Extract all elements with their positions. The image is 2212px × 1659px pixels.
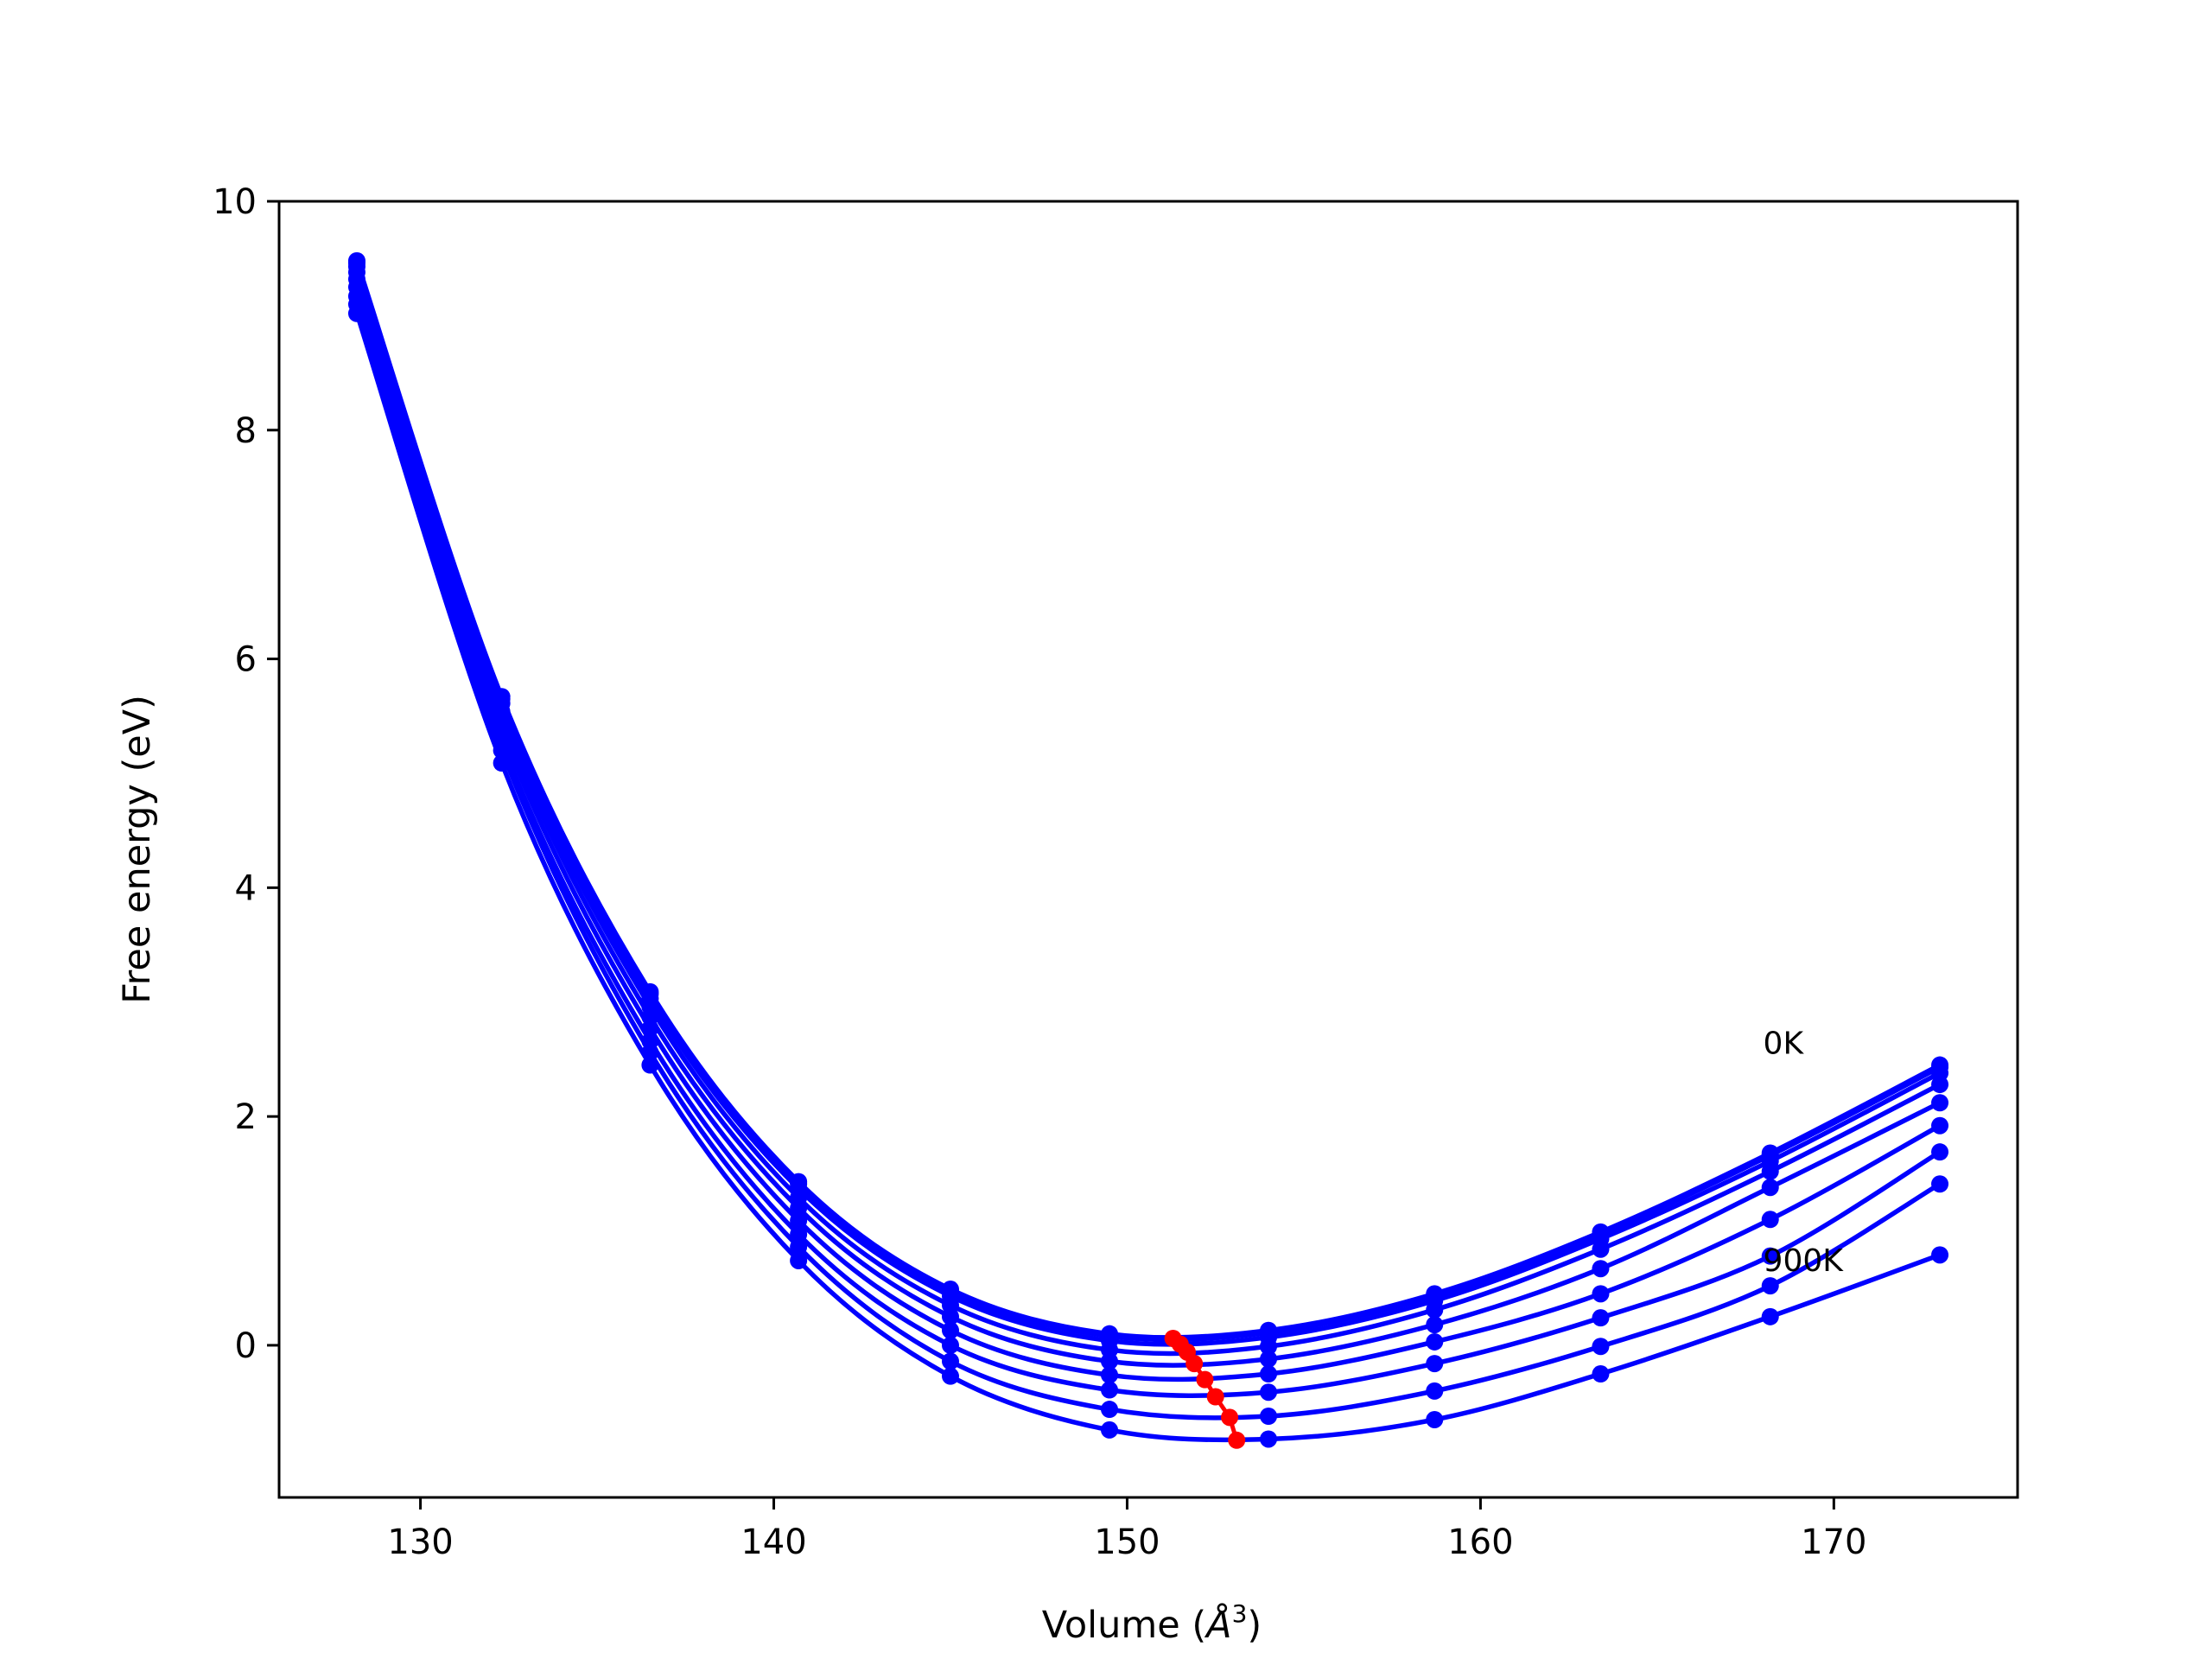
x-tick-label: 150 [1094,1522,1160,1562]
data-point [1260,1338,1278,1356]
data-point [1592,1365,1610,1383]
data-point [1931,1076,1949,1094]
series-4 [347,270,1949,1370]
y-tick-label: 10 [213,182,257,222]
data-point [1260,1365,1278,1383]
y-tick-label: 2 [235,1097,257,1137]
data-point [1931,1116,1949,1135]
data-point [1761,1247,1779,1265]
series-7 [347,296,1949,1426]
data-point [1761,1277,1779,1295]
series-line [354,259,1942,1340]
data-point [941,1367,959,1385]
data-point [790,1238,808,1256]
plot-frame [277,200,2019,1499]
data-point [941,1336,959,1354]
data-point [1931,1246,1949,1264]
data-point [1260,1383,1278,1402]
data-point [1426,1300,1444,1319]
series-0 [347,251,1949,1343]
data-point [1101,1352,1119,1370]
data-point [1101,1366,1119,1384]
data-point [790,1211,808,1230]
y-axis-ticks: 0 2 4 6 8 10 [213,182,279,1366]
data-point [790,1251,808,1269]
data-point [1101,1381,1119,1399]
x-tick-label: 170 [1801,1522,1866,1562]
data-point [1592,1240,1610,1258]
data-point [790,1199,808,1217]
minimum-point [1228,1431,1246,1449]
series-8 [347,304,1949,1448]
data-point [941,1352,959,1370]
data-point [1592,1285,1610,1303]
data-point [1592,1309,1610,1327]
data-point [347,304,365,322]
series-line [354,286,1942,1382]
data-point [1592,1260,1610,1278]
series-6 [347,287,1949,1402]
minimum-path [1164,1329,1246,1449]
data-point [1260,1408,1278,1426]
data-point [1260,1430,1278,1448]
data-point [1426,1316,1444,1334]
data-point [1426,1355,1444,1373]
y-axis-label: Free energy (eV) [116,695,159,1004]
data-point [1761,1307,1779,1325]
data-point [941,1321,959,1339]
series-line [354,265,1942,1347]
data-point [1101,1401,1119,1419]
data-point [790,1225,808,1243]
data-point [1260,1350,1278,1368]
x-tick-label: 160 [1447,1522,1513,1562]
minimum-point [1196,1370,1214,1389]
temperature-annotation: 0K [1764,1026,1805,1061]
y-tick-label: 8 [235,411,257,451]
data-point [1101,1421,1119,1439]
series-line [354,296,1942,1398]
data-point [941,1307,959,1325]
series-line [354,278,1942,1368]
data-point [1426,1382,1444,1400]
y-tick-label: 6 [235,640,257,680]
data-point [1931,1094,1949,1112]
data-point [1761,1179,1779,1197]
data-point [1931,1143,1949,1161]
series-line [354,271,1942,1357]
series-5 [347,278,1949,1384]
series-3 [347,264,1949,1359]
annotations: 0K 900K [1764,1026,1845,1279]
series-line [354,262,1942,1343]
temperature-annotation: 900K [1764,1243,1845,1279]
data-point [1426,1332,1444,1351]
data-point [1931,1175,1949,1193]
x-tick-label: 130 [387,1522,453,1562]
series-line [354,303,1942,1421]
data-point [493,754,511,772]
minimum-point [1221,1408,1239,1427]
y-tick-label: 0 [235,1326,257,1366]
x-axis-label: Volume (Å3) [1042,1599,1262,1647]
plot-area [347,251,1949,1449]
y-tick-label: 4 [235,868,257,908]
series-line [354,312,1941,1443]
minimum-point [1185,1355,1204,1373]
data-point [1426,1410,1444,1428]
x-tick-label: 140 [741,1522,806,1562]
data-point [1761,1162,1779,1180]
data-point [641,1056,659,1074]
data-point [1592,1338,1610,1356]
data-point [1761,1211,1779,1229]
x-axis-ticks: 130 140 150 160 170 [387,1497,1867,1562]
minimum-point [1206,1388,1224,1406]
